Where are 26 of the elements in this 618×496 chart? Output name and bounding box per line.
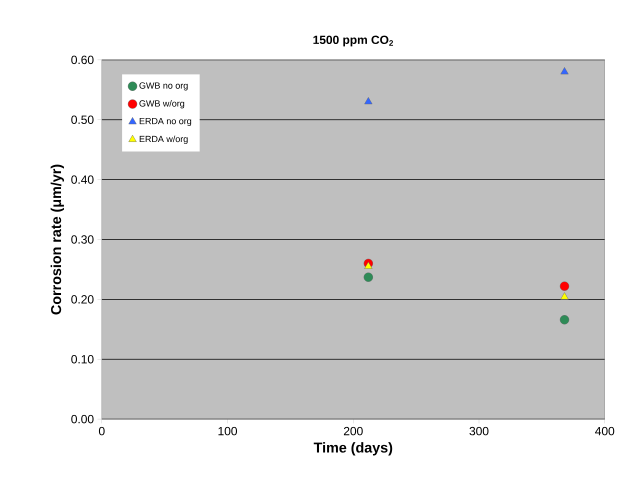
- point: [560, 315, 570, 324]
- point: [364, 97, 372, 104]
- x-tick-label: 400: [595, 426, 614, 436]
- y-tick-label: 0.40: [71, 175, 94, 184]
- y-tick-label: 0.20: [71, 295, 94, 304]
- y-axis-title: Corrosion rate (μm/yr): [50, 164, 64, 314]
- legend-label: GWB no org: [139, 82, 188, 90]
- point: [364, 262, 372, 269]
- x-axis-title: Time (days): [314, 442, 392, 456]
- point: [560, 292, 569, 300]
- x-tick-label: 300: [470, 426, 488, 436]
- point: [364, 272, 374, 282]
- y-tick-label: 0.50: [71, 116, 94, 124]
- x-tick-label: 100: [218, 426, 238, 436]
- point: [560, 67, 569, 74]
- legend-label: ERDA w/org: [140, 136, 188, 144]
- y-tick-label: 0.60: [71, 56, 94, 64]
- chart-title: 1500 ppm CO$_{2}$: [313, 36, 394, 46]
- x-tick-label: 200: [344, 426, 363, 436]
- y-tick-label: 0.10: [71, 355, 94, 364]
- point: [560, 282, 570, 291]
- legend-label: ERDA no org: [140, 118, 192, 126]
- y-tick-label: 0.00: [71, 414, 94, 424]
- x-tick-label: 0: [98, 426, 105, 436]
- legend-label: GWB w/org: [139, 100, 184, 108]
- y-tick-label: 0.30: [71, 235, 94, 244]
